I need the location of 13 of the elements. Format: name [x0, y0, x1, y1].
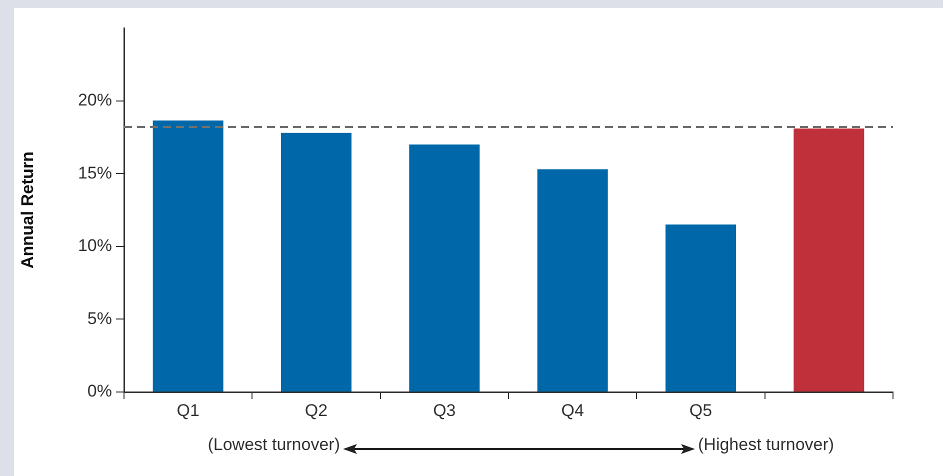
x-tick-label: Q1 — [176, 400, 200, 420]
x-tick-label: Q2 — [304, 400, 328, 420]
x-tick-label: Q5 — [689, 400, 712, 420]
x-tick-label: Q4 — [561, 400, 584, 420]
y-tick-label: 15% — [78, 163, 112, 182]
text: (Lowest turnover) — [208, 435, 340, 455]
y-tick-label: 5% — [87, 308, 112, 328]
y-tick-label: 20% — [78, 90, 112, 110]
y-axis-title: Annual Return — [18, 151, 37, 269]
text: (Highest turnover) — [698, 435, 834, 455]
x-tick-label: Q3 — [433, 400, 456, 420]
y-tick-label: 10% — [78, 236, 112, 256]
y-tick-label: 0% — [87, 382, 112, 401]
